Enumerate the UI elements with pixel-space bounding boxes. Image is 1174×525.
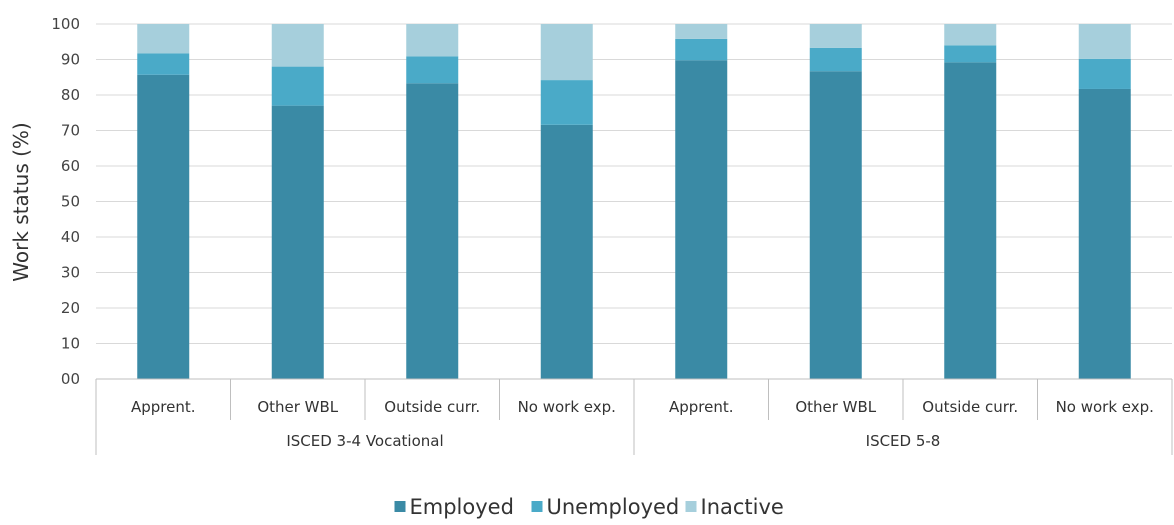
- bar-inactive: [271, 24, 324, 67]
- y-tick-label: 00: [61, 370, 80, 388]
- x-axis: Apprent. Other WBL Outside curr. No work ex…: [95, 378, 1173, 455]
- legend-label-employed: Employed: [410, 495, 514, 519]
- legend-label-unemployed: Unemployed: [547, 495, 680, 519]
- bar-inactive: [675, 24, 728, 39]
- x-tick-label: Outside curr.: [384, 398, 480, 416]
- legend: Employed Unemployed Inactive: [394, 495, 784, 519]
- bar-employed: [540, 124, 593, 379]
- bar-employed: [809, 71, 862, 379]
- bar-unemployed: [944, 45, 997, 63]
- x-group-label: ISCED 3-4 Vocational: [286, 432, 443, 450]
- y-tick-label: 70: [61, 122, 80, 140]
- x-tick-label: Other WBL: [795, 398, 876, 416]
- bar-employed: [675, 60, 728, 380]
- bar-unemployed: [271, 66, 324, 106]
- y-tick-label: 30: [61, 264, 80, 282]
- bar-inactive: [540, 24, 593, 81]
- bar-inactive: [809, 24, 862, 48]
- x-tick-label: Other WBL: [257, 398, 338, 416]
- x-tick-label: No work exp.: [518, 398, 616, 416]
- y-tick-label: 40: [61, 228, 80, 246]
- bar-inactive: [944, 24, 997, 46]
- y-tick-label: 50: [61, 193, 80, 211]
- bar-unemployed: [540, 80, 593, 125]
- x-tick-label: Apprent.: [131, 398, 196, 416]
- bar-employed: [271, 105, 324, 380]
- bars: [137, 24, 1131, 380]
- bar-unemployed: [809, 47, 862, 72]
- x-tick-label: No work exp.: [1056, 398, 1154, 416]
- bar-employed: [137, 74, 190, 379]
- bar-employed: [944, 62, 997, 380]
- y-axis-ticks: 00 10 20 30 40 50 60 70 80 90 100: [51, 15, 80, 388]
- x-tick-label: Outside curr.: [922, 398, 1018, 416]
- bar-unemployed: [406, 56, 459, 84]
- x-group-label: ISCED 5-8: [866, 432, 941, 450]
- y-tick-label: 20: [61, 299, 80, 317]
- bar-unemployed: [137, 53, 190, 75]
- y-tick-label: 10: [61, 335, 80, 353]
- bar-employed: [1078, 88, 1131, 379]
- gridlines: [96, 23, 1172, 380]
- y-tick-label: 90: [61, 51, 80, 69]
- bar-inactive: [1078, 24, 1131, 59]
- y-axis-label: Work status (%): [9, 122, 33, 281]
- y-tick-label: 60: [61, 157, 80, 175]
- bar-inactive: [137, 24, 190, 54]
- legend-swatch-inactive: [685, 501, 697, 512]
- y-tick-label: 100: [51, 15, 80, 33]
- bar-unemployed: [675, 38, 728, 61]
- legend-label-inactive: Inactive: [701, 495, 784, 519]
- bar-inactive: [406, 24, 459, 57]
- bar-unemployed: [1078, 58, 1131, 89]
- legend-swatch-employed: [394, 501, 406, 512]
- legend-swatch-unemployed: [531, 501, 543, 512]
- y-tick-label: 80: [61, 86, 80, 104]
- x-tick-label: Apprent.: [669, 398, 734, 416]
- bar-employed: [406, 83, 459, 379]
